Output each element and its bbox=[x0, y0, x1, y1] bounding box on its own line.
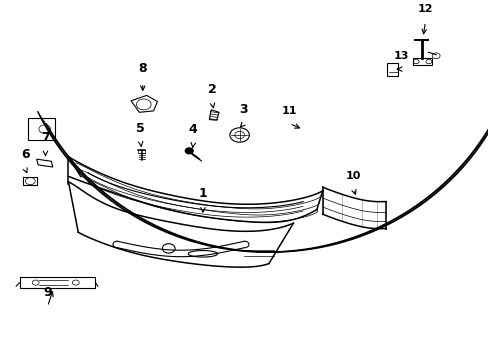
Text: 5: 5 bbox=[136, 122, 145, 135]
Polygon shape bbox=[131, 95, 157, 112]
Text: 11: 11 bbox=[281, 105, 297, 116]
FancyBboxPatch shape bbox=[386, 63, 397, 76]
Text: 12: 12 bbox=[417, 4, 432, 14]
Text: 13: 13 bbox=[392, 51, 408, 61]
FancyBboxPatch shape bbox=[138, 150, 145, 153]
Text: 2: 2 bbox=[208, 84, 217, 96]
Text: 7: 7 bbox=[41, 131, 50, 144]
Text: 8: 8 bbox=[138, 62, 147, 75]
Text: 6: 6 bbox=[21, 148, 30, 161]
Text: 10: 10 bbox=[345, 171, 361, 181]
Polygon shape bbox=[37, 159, 53, 167]
Text: 1: 1 bbox=[198, 187, 207, 200]
Text: 4: 4 bbox=[188, 123, 197, 136]
Polygon shape bbox=[209, 110, 219, 120]
Circle shape bbox=[185, 148, 193, 154]
Text: 3: 3 bbox=[238, 103, 247, 116]
Text: 9: 9 bbox=[43, 286, 52, 299]
FancyBboxPatch shape bbox=[28, 118, 55, 140]
FancyBboxPatch shape bbox=[412, 58, 431, 65]
